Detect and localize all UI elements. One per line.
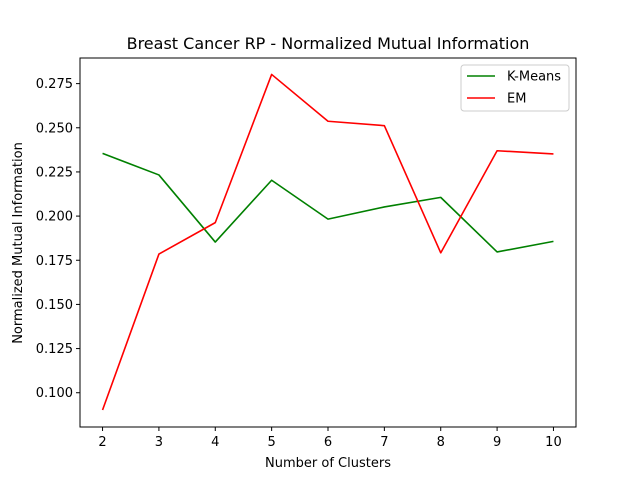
y-axis-label: Normalized Mutual Information (11, 142, 26, 344)
x-tick-label: 10 (545, 435, 562, 450)
x-tick-label: 8 (437, 435, 445, 450)
y-tick-label: 0.275 (36, 77, 73, 92)
chart-title: Breast Cancer RP - Normalized Mutual Inf… (127, 34, 530, 53)
x-tick-label: 5 (267, 435, 275, 450)
x-tick-label: 2 (98, 435, 106, 450)
x-tick-label: 6 (324, 435, 332, 450)
y-tick-label: 0.200 (36, 210, 73, 225)
series-line-k-means (102, 152, 554, 253)
legend: K-Means EM (460, 64, 570, 112)
x-axis-label: Number of Clusters (265, 456, 391, 471)
plot-area (101, 73, 554, 411)
series-line-em (101, 73, 554, 411)
legend-label-k-means: K-Means (507, 70, 561, 85)
y-tick-label: 0.125 (36, 342, 73, 357)
x-tick-label: 9 (493, 435, 501, 450)
x-tick-label: 3 (155, 435, 163, 450)
legend-label-em: EM (507, 92, 526, 107)
y-tick-label: 0.250 (36, 121, 73, 136)
x-axis: 2 3 4 5 6 7 8 9 10 (98, 427, 562, 450)
x-tick-label: 7 (380, 435, 388, 450)
y-tick-label: 0.175 (36, 254, 73, 269)
x-tick-label: 4 (211, 435, 219, 450)
y-tick-label: 0.150 (36, 298, 73, 313)
y-tick-label: 0.225 (36, 165, 73, 180)
y-axis: 0.100 0.125 0.150 0.175 0.200 0.225 0.250 0.275 (36, 77, 80, 401)
y-tick-label: 0.100 (36, 386, 73, 401)
